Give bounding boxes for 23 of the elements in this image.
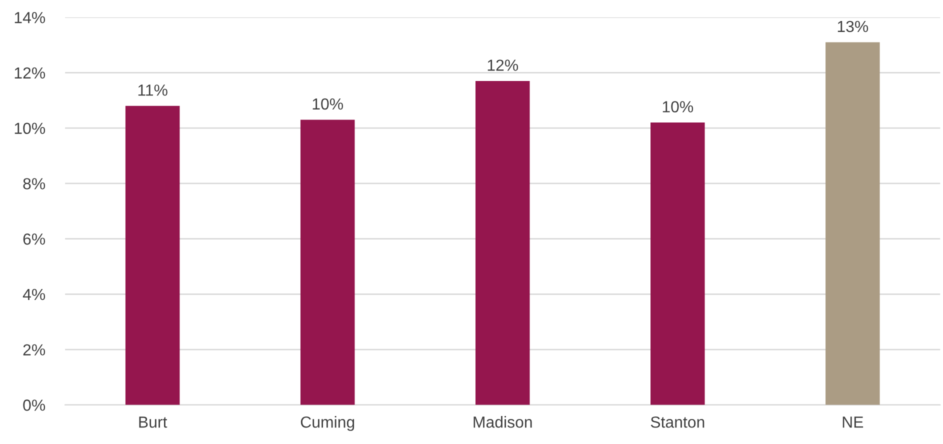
y-tick-label: 8%	[23, 178, 46, 190]
x-tick-label: Stanton	[650, 416, 704, 428]
y-tick-label: 10%	[14, 122, 46, 134]
y-tick-label: 12%	[14, 67, 46, 79]
x-tick-label: Burt	[139, 416, 168, 428]
y-tick-label: 0%	[23, 400, 46, 411]
data-label: 13%	[838, 20, 868, 32]
bar	[475, 80, 530, 405]
y-tick-label: 6%	[23, 233, 46, 245]
data-label: 10%	[312, 98, 344, 110]
bar	[650, 122, 705, 405]
bar	[125, 106, 180, 405]
x-tick-label: NE	[842, 416, 864, 428]
data-label: 11%	[138, 84, 168, 96]
x-tick-label: Cuming	[300, 416, 354, 431]
y-tick-label: 14%	[14, 12, 46, 24]
y-tick-label: 4%	[22, 288, 46, 300]
data-label: 12%	[488, 60, 518, 71]
bar	[826, 42, 880, 405]
x-tick-label: Madison	[474, 416, 532, 428]
data-label: 10%	[662, 101, 694, 112]
bar	[300, 120, 355, 405]
y-tick-label: 2%	[23, 344, 46, 356]
